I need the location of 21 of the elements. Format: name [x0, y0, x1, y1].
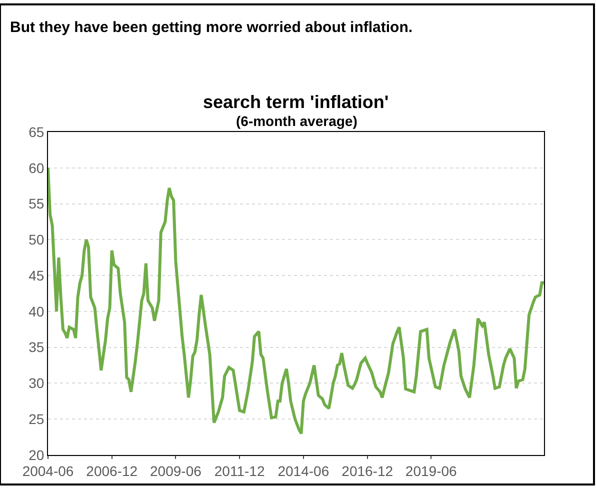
y-tick-label: 35	[28, 339, 44, 356]
y-tick-label: 40	[28, 303, 44, 320]
x-tick-label: 2019-06	[405, 462, 458, 479]
text: But they have been getting more worried about inflation.	[10, 19, 413, 36]
y-tick-label: 50	[28, 232, 44, 248]
y-tick-label: 25	[28, 411, 44, 428]
y-tick-label: 65	[28, 124, 44, 140]
x-tick-label: 2004-06	[22, 462, 74, 479]
x-tick-label: 2009-06	[150, 462, 202, 479]
x-tick-label: 2014-06	[278, 462, 330, 479]
x-tick-label: 2011-12	[214, 462, 265, 479]
x-tick-label: 2016-12	[342, 462, 394, 479]
y-tick-label: 30	[28, 375, 44, 392]
y-tick-label: 20	[28, 446, 44, 463]
y-tick-label: 55	[28, 196, 44, 212]
y-tick-label: 45	[28, 267, 44, 284]
x-tick-label: 2006-12	[86, 462, 138, 479]
chart-title: search term 'inflation'	[203, 92, 389, 112]
chart-subtitle: (6-month average)	[236, 113, 358, 129]
y-tick-label: 60	[28, 160, 44, 176]
line-series	[48, 166, 544, 435]
